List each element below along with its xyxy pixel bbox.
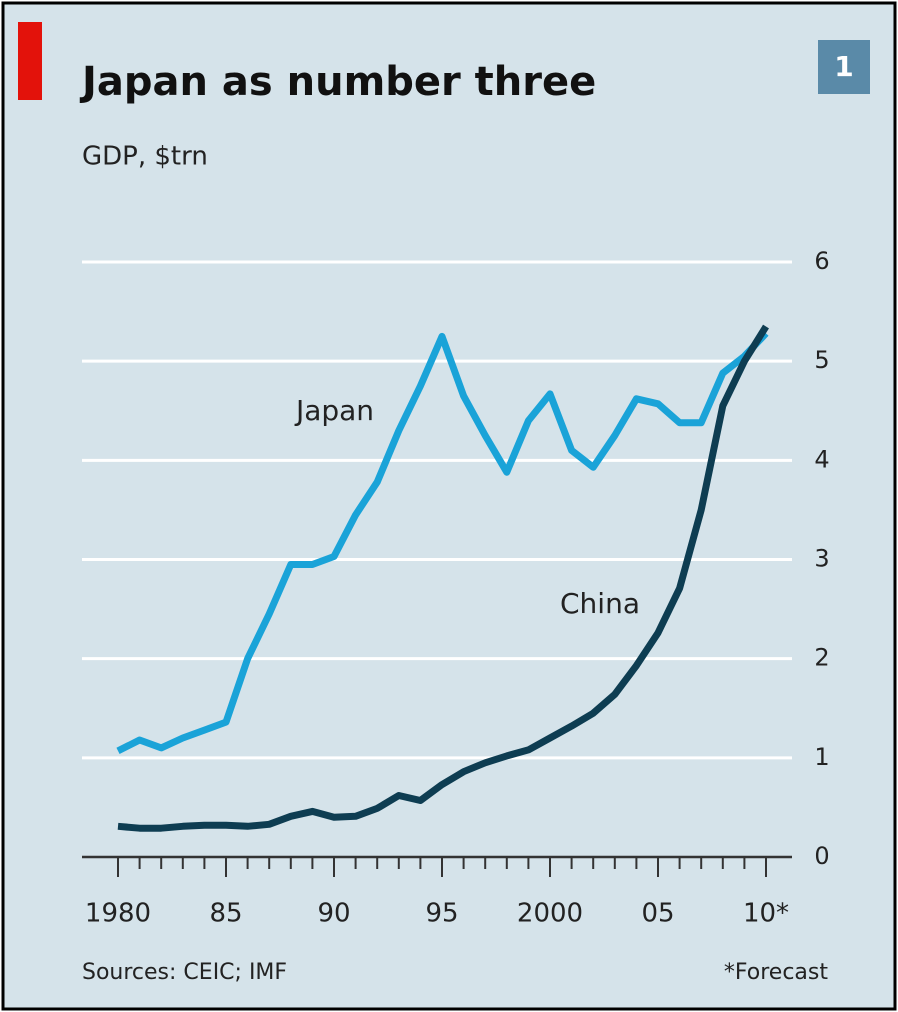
y-tick-label: 6 [814, 247, 829, 275]
x-tick-label: 10* [743, 899, 789, 929]
x-tick-label: 2000 [517, 899, 583, 929]
x-tick-label: 1980 [85, 899, 151, 929]
x-tick-label: 05 [641, 899, 674, 929]
x-tick-label: 85 [209, 899, 242, 929]
y-tick-label: 0 [814, 842, 829, 870]
x-tick-label: 90 [317, 899, 350, 929]
panel-box [818, 40, 870, 94]
red-tag [18, 22, 42, 100]
x-tick-label: 95 [425, 899, 458, 929]
series-label: Japan [294, 394, 374, 427]
series-line [116, 330, 769, 755]
chart-title: Japan as number three [79, 59, 596, 105]
y-tick-label: 1 [814, 743, 829, 771]
y-tick-label: 2 [814, 644, 829, 672]
source: Sources: CEIC; IMF [82, 960, 287, 985]
series-label: China [560, 587, 640, 620]
y-tick-label: 4 [814, 445, 829, 473]
note: *Forecast [724, 960, 828, 985]
y-tick-label: 3 [814, 545, 829, 573]
y-tick-label: 5 [814, 346, 829, 374]
series-line [117, 324, 769, 832]
panel-label: 1 [834, 50, 853, 83]
subtitle: GDP, $trn [82, 142, 208, 172]
